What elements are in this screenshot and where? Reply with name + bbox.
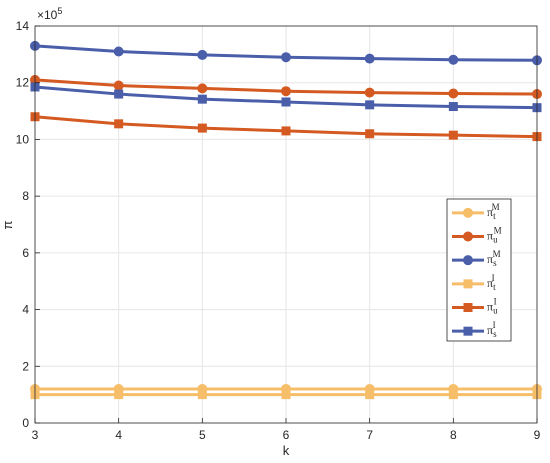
legend-label: πsM [487,249,501,268]
legend-swatch-marker [463,207,473,218]
y-tick-label: 4 [22,303,29,317]
data-point [197,49,208,60]
legend-entry: πuM [452,226,502,245]
legend-swatch-marker [463,279,473,289]
data-point [197,123,207,133]
data-point [448,54,459,65]
data-point [281,52,291,63]
data-point [365,390,375,400]
tick-label-layer: 3 4 5 6 7 8 9 0 2 4 6 8 10 12 14 [16,19,541,442]
x-tick-label: 7 [366,428,373,442]
series-3 [30,40,542,66]
legend-entry: πtI [452,273,496,292]
legend-entry: πsI [452,320,497,339]
data-point [114,89,124,99]
series-2 [30,74,542,100]
data-point [448,390,458,400]
tick-layer [34,25,538,424]
data-point [113,46,124,57]
y-tick-label: 6 [22,246,29,260]
y-tick-label: 8 [22,189,29,203]
data-point [113,80,124,91]
x-tick-label: 8 [450,428,457,442]
legend: πtM πuM πsM πtI πuI πsI [446,198,512,342]
legend-entry: πuI [452,297,498,316]
x-tick-label: 3 [32,428,39,442]
data-point [448,88,459,99]
y-tick-label: 14 [16,19,30,33]
y-exponent-label: ×105 [37,6,62,22]
legend-swatch-marker [463,255,473,266]
data-point [197,94,207,104]
legend-label: πtM [487,202,500,221]
legend-label: πtI [487,273,496,292]
x-tick-label: 5 [199,428,206,442]
data-point [448,102,458,112]
x-tick-label: 4 [115,428,122,442]
x-tick-label: 9 [534,428,541,442]
y-tick-label: 12 [16,76,30,90]
data-point [197,390,207,400]
data-point [365,129,375,139]
data-point [364,87,375,98]
data-point [365,100,375,110]
data-point [114,390,124,400]
data-point [281,86,291,97]
data-point [281,97,291,107]
legend-label: πuM [487,226,502,245]
legend-entry: πsM [452,249,501,268]
y-axis-label: π [0,220,15,229]
legend-swatch-marker [463,326,473,336]
y-exponent-power: 5 [57,6,62,16]
data-point [281,126,291,136]
legend-swatch-marker [463,303,473,312]
x-axis-label: k [283,443,290,458]
y-tick-label: 10 [16,132,30,146]
y-tick-label: 0 [22,416,29,430]
data-point [448,130,458,140]
data-point [281,390,291,400]
y-exponent-base: ×10 [37,8,58,22]
legend-label: πsI [487,320,497,339]
data-point [114,119,124,129]
legend-swatch-marker [463,231,473,242]
legend-entry: πtM [452,202,500,221]
legend-box [446,198,512,342]
data-point [364,53,375,64]
legend-label: πuI [487,297,498,316]
data-point [197,83,208,94]
x-tick-label: 6 [283,428,290,442]
y-tick-label: 2 [22,359,29,373]
series-layer [30,40,542,400]
